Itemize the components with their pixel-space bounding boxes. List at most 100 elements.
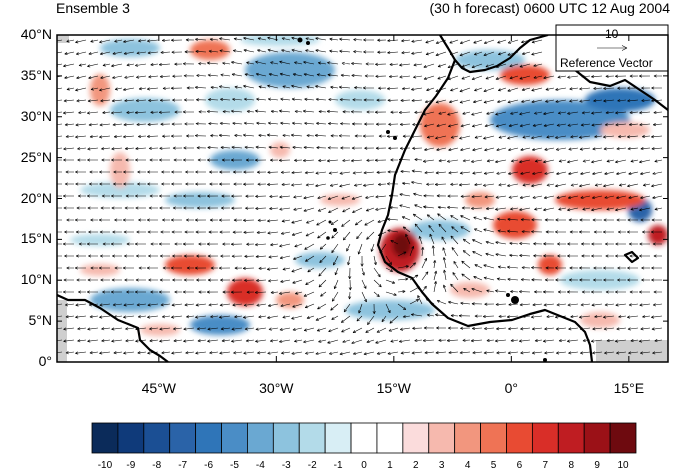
wind-vector — [245, 206, 255, 210]
wind-vector — [185, 170, 195, 174]
wind-vector — [196, 254, 207, 258]
wind-vector — [340, 146, 351, 150]
wind-vector — [123, 123, 135, 127]
wind-vector — [376, 170, 387, 174]
wind-vector — [506, 315, 519, 319]
colorbar-label: 2 — [413, 460, 419, 471]
wind-vector — [375, 339, 387, 344]
wind-vector — [387, 98, 399, 102]
wind-vector — [111, 206, 122, 210]
wind-vector — [304, 303, 315, 309]
wind-vector — [522, 183, 531, 187]
wind-vector — [206, 109, 219, 114]
wind-vector — [62, 290, 74, 294]
wind-vector — [64, 75, 75, 80]
wind-vector — [222, 61, 231, 65]
wind-vector — [183, 74, 195, 78]
wind-vector — [159, 206, 171, 210]
wind-vector — [591, 195, 603, 200]
wind-vector — [243, 218, 255, 222]
wind-vector — [256, 121, 267, 125]
wind-vector — [472, 147, 483, 152]
wind-vector — [385, 291, 397, 296]
wind-vector — [222, 290, 231, 294]
wind-vector — [593, 278, 603, 282]
wind-vector — [291, 171, 303, 175]
wind-vector — [520, 351, 531, 355]
colorbar-box — [195, 422, 222, 454]
wind-vector — [497, 229, 507, 233]
wind-vector — [436, 194, 447, 198]
wind-vector — [341, 61, 351, 65]
wind-vector — [390, 240, 399, 245]
wind-vector — [543, 123, 555, 127]
wind-vector — [385, 267, 394, 272]
wind-vector — [326, 159, 339, 163]
wind-vector — [651, 183, 663, 188]
wind-vector — [509, 241, 519, 245]
wind-vector — [471, 123, 483, 128]
wind-vector — [462, 111, 471, 115]
wind-vector — [568, 278, 579, 282]
wind-vector — [87, 99, 99, 103]
wind-vector — [616, 218, 627, 222]
wind-vector — [581, 111, 591, 115]
wind-vector — [339, 351, 351, 356]
wind-vector — [567, 111, 579, 115]
wind-vector — [231, 206, 243, 210]
wind-vector — [639, 303, 651, 307]
wind-vector — [617, 99, 627, 103]
wind-vector — [627, 278, 639, 282]
wind-vector — [331, 231, 339, 239]
wind-vector — [257, 351, 267, 355]
wind-vector — [390, 110, 399, 114]
wind-vector — [418, 235, 423, 245]
wind-vector — [243, 36, 255, 41]
colorbar-box — [324, 422, 352, 454]
wind-vector — [555, 278, 567, 282]
wind-vector — [534, 111, 543, 115]
wind-vector — [364, 122, 375, 126]
wind-vector — [291, 84, 303, 89]
wind-vector — [424, 147, 435, 152]
wind-vector — [462, 159, 471, 163]
wind-vector — [497, 99, 507, 104]
wind-vector — [510, 159, 519, 163]
wind-vector — [495, 123, 507, 128]
wind-vector — [568, 327, 579, 331]
wind-vector — [221, 206, 231, 210]
wind-vector — [453, 260, 459, 269]
wind-vector — [328, 122, 339, 126]
wind-vector — [459, 135, 471, 140]
wind-vector — [558, 159, 567, 163]
wind-vector — [66, 218, 74, 222]
wind-vector — [350, 159, 363, 163]
wind-vector — [519, 63, 531, 68]
wind-vector — [76, 206, 86, 210]
wind-vector — [222, 110, 231, 114]
wind-vector — [555, 135, 567, 139]
wind-vector — [593, 99, 603, 103]
wind-vector — [519, 241, 531, 246]
wind-vector — [316, 121, 327, 126]
wind-vector — [57, 194, 62, 198]
wind-vector — [569, 230, 579, 234]
wind-vector — [334, 267, 339, 276]
wind-vector — [400, 169, 411, 174]
wind-vector — [221, 194, 231, 198]
wind-vector — [303, 327, 315, 332]
wind-vector — [126, 63, 135, 67]
wind-vector — [557, 75, 567, 79]
wind-vector — [414, 204, 423, 209]
wind-vector — [101, 339, 111, 343]
wind-vector — [414, 338, 423, 343]
wind-vector — [641, 86, 651, 90]
wind-vector — [399, 63, 411, 67]
wind-vector — [567, 303, 579, 307]
wind-vector — [194, 266, 207, 270]
wind-vector — [317, 231, 327, 239]
wind-vector — [317, 207, 327, 212]
wind-vector — [339, 49, 351, 53]
wind-vector — [438, 338, 447, 342]
wind-vector — [194, 218, 207, 222]
